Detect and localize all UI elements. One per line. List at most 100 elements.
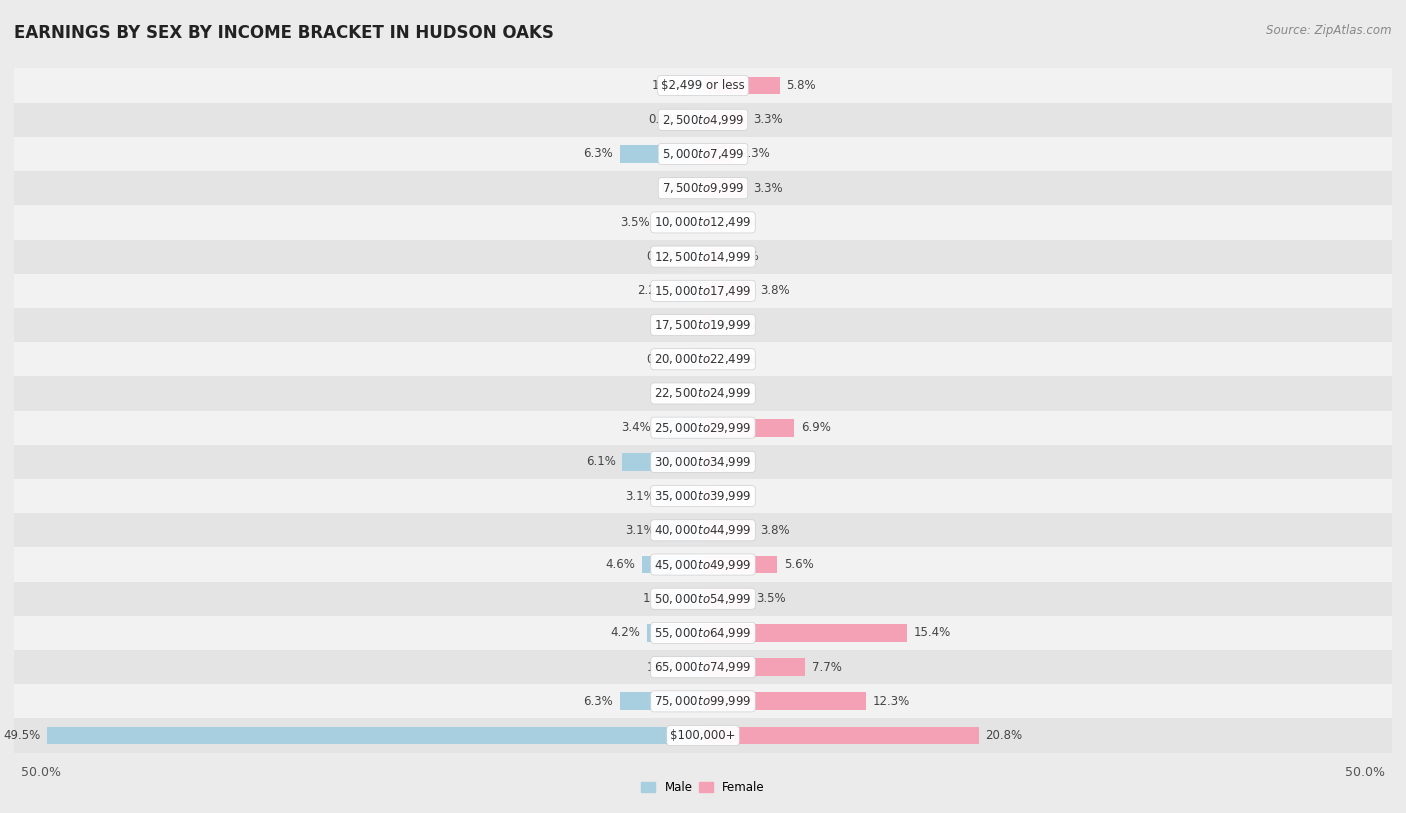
- Text: 7.7%: 7.7%: [811, 661, 842, 674]
- Bar: [703, 214, 711, 232]
- Bar: [683, 659, 703, 676]
- Text: 6.3%: 6.3%: [583, 147, 613, 160]
- Bar: [703, 145, 734, 163]
- Text: 3.3%: 3.3%: [754, 181, 783, 194]
- Bar: [14, 615, 1392, 650]
- Bar: [14, 342, 1392, 376]
- Bar: [14, 685, 1392, 719]
- Bar: [14, 102, 1392, 137]
- Text: 0.4%: 0.4%: [661, 181, 692, 194]
- Bar: [703, 624, 907, 641]
- Text: 4.2%: 4.2%: [610, 627, 641, 640]
- Text: 0.62%: 0.62%: [718, 353, 755, 366]
- Bar: [703, 521, 754, 539]
- Text: 0.0%: 0.0%: [710, 387, 740, 400]
- Bar: [703, 555, 778, 573]
- Bar: [14, 376, 1392, 411]
- Text: 2.2%: 2.2%: [637, 285, 668, 298]
- Text: 0.62%: 0.62%: [718, 216, 755, 229]
- Text: $65,000 to $74,999: $65,000 to $74,999: [654, 660, 752, 674]
- Bar: [14, 137, 1392, 171]
- Text: 2.3%: 2.3%: [740, 147, 770, 160]
- Bar: [14, 68, 1392, 102]
- Text: $12,500 to $14,999: $12,500 to $14,999: [654, 250, 752, 263]
- Bar: [703, 453, 716, 471]
- Text: 0.94%: 0.94%: [647, 250, 683, 263]
- Text: 15.4%: 15.4%: [914, 627, 950, 640]
- Text: 3.4%: 3.4%: [621, 421, 651, 434]
- Bar: [620, 145, 703, 163]
- Bar: [14, 547, 1392, 581]
- Bar: [657, 214, 703, 232]
- Bar: [697, 385, 703, 402]
- Bar: [673, 282, 703, 300]
- Text: $25,000 to $29,999: $25,000 to $29,999: [654, 420, 752, 435]
- Text: 3.3%: 3.3%: [754, 113, 783, 126]
- Bar: [14, 513, 1392, 547]
- Text: $45,000 to $49,999: $45,000 to $49,999: [654, 558, 752, 572]
- Text: $100,000+: $100,000+: [671, 729, 735, 742]
- Text: 0.62%: 0.62%: [718, 319, 755, 332]
- Text: 4.6%: 4.6%: [606, 558, 636, 571]
- Text: $35,000 to $39,999: $35,000 to $39,999: [654, 489, 752, 503]
- Text: 5.8%: 5.8%: [786, 79, 815, 92]
- Bar: [703, 589, 749, 607]
- Bar: [14, 206, 1392, 240]
- Text: $20,000 to $22,499: $20,000 to $22,499: [654, 352, 752, 366]
- Text: Source: ZipAtlas.com: Source: ZipAtlas.com: [1267, 24, 1392, 37]
- Bar: [703, 487, 716, 505]
- Text: $50,000 to $54,999: $50,000 to $54,999: [654, 592, 752, 606]
- Bar: [703, 659, 806, 676]
- Bar: [623, 453, 703, 471]
- Text: 0.4%: 0.4%: [661, 387, 692, 400]
- Bar: [14, 411, 1392, 445]
- Text: $5,000 to $7,499: $5,000 to $7,499: [662, 147, 744, 161]
- Text: 3.5%: 3.5%: [620, 216, 650, 229]
- Text: $17,500 to $19,999: $17,500 to $19,999: [654, 318, 752, 332]
- Text: 0.0%: 0.0%: [666, 319, 696, 332]
- Bar: [14, 240, 1392, 274]
- Bar: [14, 445, 1392, 479]
- Bar: [697, 180, 703, 197]
- Text: 0.81%: 0.81%: [648, 113, 686, 126]
- Bar: [662, 487, 703, 505]
- Bar: [703, 180, 747, 197]
- Text: 6.3%: 6.3%: [583, 695, 613, 708]
- Bar: [703, 727, 979, 745]
- Text: 0.94%: 0.94%: [647, 353, 683, 366]
- Text: 6.1%: 6.1%: [586, 455, 616, 468]
- Bar: [690, 248, 703, 266]
- Text: $7,500 to $9,999: $7,500 to $9,999: [662, 181, 744, 195]
- Text: $2,500 to $4,999: $2,500 to $4,999: [662, 113, 744, 127]
- Legend: Male, Female: Male, Female: [637, 776, 769, 798]
- Bar: [14, 171, 1392, 206]
- Bar: [662, 521, 703, 539]
- Bar: [658, 419, 703, 437]
- Bar: [643, 555, 703, 573]
- Bar: [703, 693, 866, 711]
- Text: 3.1%: 3.1%: [626, 524, 655, 537]
- Text: 1.0%: 1.0%: [723, 455, 752, 468]
- Bar: [692, 111, 703, 128]
- Bar: [14, 650, 1392, 685]
- Bar: [703, 76, 780, 94]
- Text: 12.3%: 12.3%: [873, 695, 910, 708]
- Text: 3.5%: 3.5%: [756, 592, 786, 605]
- Text: 3.1%: 3.1%: [626, 489, 655, 502]
- Text: $75,000 to $99,999: $75,000 to $99,999: [654, 694, 752, 708]
- Text: $30,000 to $34,999: $30,000 to $34,999: [654, 455, 752, 469]
- Text: EARNINGS BY SEX BY INCOME BRACKET IN HUDSON OAKS: EARNINGS BY SEX BY INCOME BRACKET IN HUD…: [14, 24, 554, 42]
- Bar: [48, 727, 703, 745]
- Text: 5.6%: 5.6%: [783, 558, 814, 571]
- Bar: [690, 350, 703, 368]
- Text: 1.8%: 1.8%: [643, 592, 672, 605]
- Bar: [14, 479, 1392, 513]
- Text: 1.5%: 1.5%: [730, 250, 759, 263]
- Bar: [647, 624, 703, 641]
- Text: $55,000 to $64,999: $55,000 to $64,999: [654, 626, 752, 640]
- Text: $22,500 to $24,999: $22,500 to $24,999: [654, 386, 752, 401]
- Text: 1.5%: 1.5%: [647, 661, 676, 674]
- Text: $2,499 or less: $2,499 or less: [661, 79, 745, 92]
- Text: 3.8%: 3.8%: [761, 524, 790, 537]
- Text: 1.0%: 1.0%: [723, 489, 752, 502]
